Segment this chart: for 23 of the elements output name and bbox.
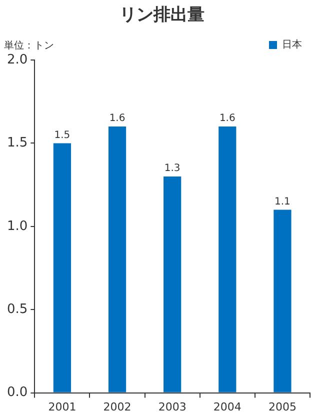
y-tick-label: 2.0 <box>6 52 28 68</box>
y-tick-label: 1.0 <box>6 218 28 234</box>
x-tick-label: 2002 <box>103 400 132 414</box>
y-axis-title: 単位：トン <box>4 40 54 52</box>
data-label: 1.6 <box>109 113 126 124</box>
data-label: 1.3 <box>164 163 180 174</box>
bar <box>53 143 72 392</box>
chart-title: リン排出量 <box>118 4 206 27</box>
bar <box>108 126 126 392</box>
bar <box>164 176 182 392</box>
y-tick-label: 1.5 <box>6 136 28 151</box>
data-label: 1.1 <box>274 196 290 208</box>
x-tick-label: 2004 <box>213 400 242 414</box>
x-tick-label: 2001 <box>48 400 76 414</box>
bar <box>274 210 292 392</box>
data-label: 1.6 <box>219 113 236 124</box>
y-tick-label: 0.0 <box>6 385 28 400</box>
data-label: 1.5 <box>54 130 70 141</box>
x-tick-label: 2003 <box>158 400 186 414</box>
x-tick-label: 2005 <box>268 400 296 414</box>
y-tick-label: 0.5 <box>6 302 28 317</box>
legend-label: 日本 <box>282 38 302 51</box>
bar <box>218 126 236 392</box>
